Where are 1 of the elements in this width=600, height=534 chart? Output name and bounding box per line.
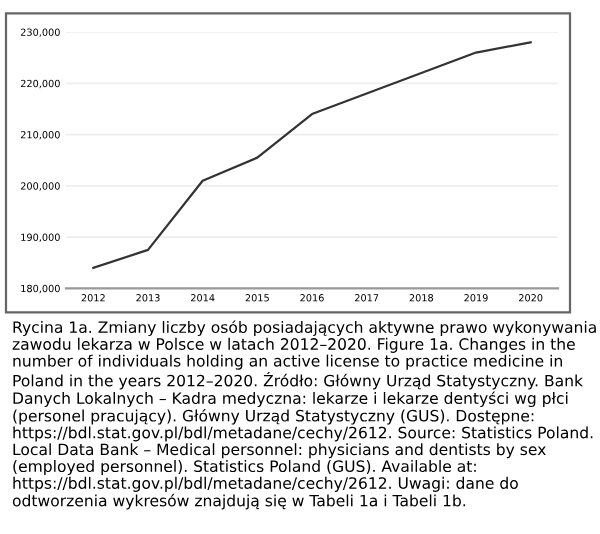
line-series: [92, 41, 532, 269]
